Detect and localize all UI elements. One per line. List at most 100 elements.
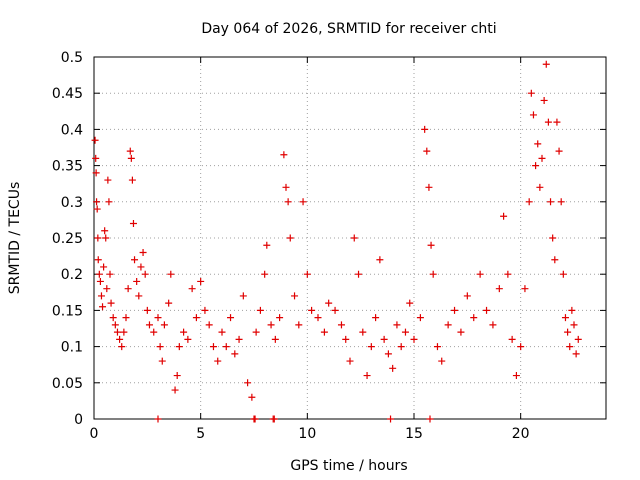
grid-lines [94,57,606,419]
data-point [156,343,164,351]
data-point [559,270,567,278]
data-point [197,277,205,285]
data-point [551,256,559,264]
data-point [389,364,397,372]
data-point [470,314,478,322]
data-point [476,270,484,278]
data-point [135,292,143,300]
data-point [483,306,491,314]
data-point [137,263,145,271]
data-point [154,415,162,423]
data-point [557,198,565,206]
data-point [346,357,354,365]
y-tick-label: 0.25 [52,231,83,247]
data-point [542,60,550,68]
data-point [534,140,542,148]
x-ticks: 0 5 10 15 20 [90,57,530,442]
data-point [463,292,471,300]
data-point [372,314,380,322]
data-point [363,372,371,380]
data-point [553,118,561,126]
data-point [263,241,271,249]
data-point [416,314,424,322]
data-point [205,321,213,329]
data-point [376,256,384,264]
data-point [227,314,235,322]
data-point [564,328,572,336]
data-point [160,321,168,329]
data-point [106,270,114,278]
data-point [397,343,405,351]
data-point [95,270,103,278]
data-point [544,118,552,126]
data-point [280,151,288,159]
data-point [94,234,102,242]
data-point [154,314,162,322]
data-point [91,136,99,144]
y-tick-label: 0.35 [52,159,83,175]
data-point [355,270,363,278]
data-point [406,299,414,307]
data-point [118,343,126,351]
data-point [525,198,533,206]
data-point [359,328,367,336]
data-point [342,335,350,343]
y-tick-label: 0.05 [52,376,83,392]
data-point [566,343,574,351]
data-point [367,343,375,351]
data-point [109,314,117,322]
data-point [171,386,179,394]
data-point [129,220,137,228]
data-point [104,176,112,184]
data-point [291,292,299,300]
data-point [337,321,345,329]
data-point [271,335,279,343]
data-point [282,183,290,191]
data-point [102,234,110,242]
data-point [235,335,243,343]
data-point [444,321,452,329]
data-point [423,147,431,155]
data-point [92,154,100,162]
data-point [96,277,104,285]
data-point [92,169,100,177]
data-point [158,357,166,365]
data-point [574,335,582,343]
data-point [308,306,316,314]
y-tick-label: 0.2 [61,267,83,283]
data-point [99,303,107,311]
data-point [538,154,546,162]
data-points [91,60,582,423]
y-tick-label: 0.45 [52,86,83,102]
data-point [438,357,446,365]
data-point [167,270,175,278]
data-point [139,248,147,256]
data-point [122,314,130,322]
data-point [517,343,525,351]
data-point [325,299,333,307]
data-point [284,198,292,206]
data-point [184,335,192,343]
data-point [180,328,188,336]
data-point [128,176,136,184]
data-point [504,270,512,278]
data-point [549,234,557,242]
data-point [124,285,132,293]
y-tick-label: 0.3 [61,195,83,211]
data-point [143,306,151,314]
data-point [570,321,578,329]
data-point [489,321,497,329]
data-point [270,415,278,423]
chart-title: Day 064 of 2026, SRMTID for receiver cht… [201,21,496,37]
data-point [393,321,401,329]
data-point [126,147,134,155]
data-point [521,285,529,293]
data-point [429,270,437,278]
data-point [94,256,102,264]
y-axis-label: SRMTID / TECUs [7,182,23,295]
x-tick-label: 15 [405,426,423,442]
data-point [425,183,433,191]
data-point [387,415,395,423]
x-tick-label: 5 [196,426,205,442]
data-point [188,285,196,293]
